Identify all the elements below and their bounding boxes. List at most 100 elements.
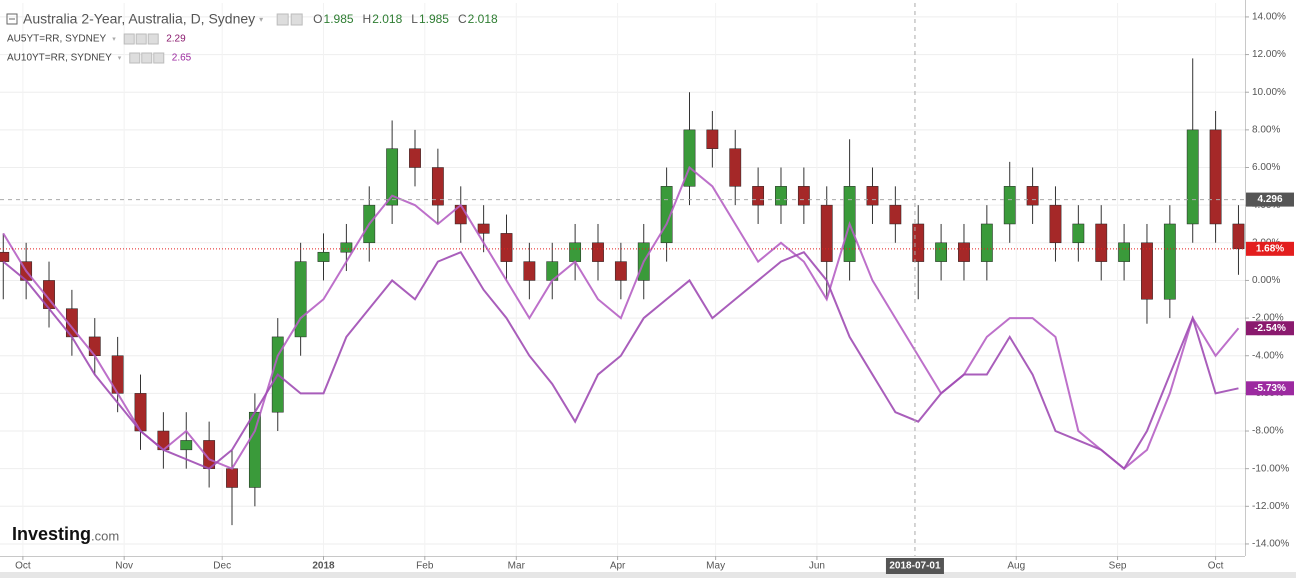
legend-icon[interactable] bbox=[147, 33, 159, 45]
y-tick-label: -4.00% bbox=[1252, 350, 1284, 361]
x-tick-label: Mar bbox=[508, 561, 526, 572]
y-tick-label: 0.00% bbox=[1252, 275, 1280, 286]
candle-body bbox=[592, 242, 604, 262]
x-tick-label: Oct bbox=[15, 561, 31, 572]
dropdown: ▾ bbox=[259, 15, 263, 24]
candle-body bbox=[500, 233, 513, 262]
x-tick-label: Sep bbox=[1109, 561, 1127, 572]
x-tick-label: May bbox=[706, 561, 725, 572]
readout-label: H bbox=[363, 12, 372, 26]
y-tick-label: 10.00% bbox=[1252, 87, 1286, 98]
candle-body bbox=[775, 186, 787, 206]
y-tick-label: -10.00% bbox=[1252, 463, 1289, 474]
candle-body bbox=[752, 186, 765, 206]
series-last-label-box bbox=[1246, 321, 1294, 336]
candle-body bbox=[866, 186, 879, 206]
series-last-label: -2.54% bbox=[1254, 323, 1286, 334]
watermark-brand: Investing bbox=[12, 524, 91, 544]
candle-body bbox=[523, 261, 536, 281]
ohlc-readout: ▾ O 1.985 H 2.018 L 1.985 C 2.018 bbox=[259, 12, 498, 26]
candle-body bbox=[820, 204, 833, 262]
candle-body bbox=[248, 411, 261, 488]
legend-entry[interactable]: AU5YT=RR, SYDNEY bbox=[7, 34, 107, 45]
legend-value: 2.65 bbox=[172, 53, 192, 64]
candle-body bbox=[88, 336, 101, 356]
candle-body bbox=[1232, 223, 1245, 250]
legend-icon[interactable] bbox=[290, 13, 303, 26]
last-value-label: 1.68% bbox=[1256, 243, 1284, 254]
series-line bbox=[2, 165, 1240, 470]
candle-body bbox=[980, 223, 993, 262]
collapse-icon[interactable] bbox=[6, 13, 18, 25]
series-last-label-box bbox=[1246, 381, 1294, 396]
plot bbox=[0, 58, 1245, 526]
legend-value: 2.29 bbox=[166, 34, 186, 45]
candle-body bbox=[1141, 242, 1153, 300]
series-line bbox=[2, 250, 1239, 471]
legend-icon[interactable] bbox=[129, 52, 141, 64]
candle-body bbox=[294, 261, 307, 338]
candle-body bbox=[1118, 242, 1131, 262]
candle-body bbox=[614, 261, 627, 281]
candle-body bbox=[1026, 186, 1039, 206]
legend-entry[interactable]: AU10YT=RR, SYDNEY bbox=[7, 53, 112, 64]
x-tick-label: Oct bbox=[1208, 561, 1224, 572]
grid: 14.00%12.00%10.00%8.00%6.00%4.00%2.00%0.… bbox=[0, 3, 1289, 572]
candle-body bbox=[660, 186, 673, 244]
candle-body bbox=[1072, 223, 1085, 244]
x-tick-label: Nov bbox=[115, 561, 133, 572]
candle-body bbox=[569, 242, 582, 262]
y-tick-label: -14.00% bbox=[1252, 539, 1289, 550]
x-tick-label: Feb bbox=[416, 561, 434, 572]
legend-icon[interactable] bbox=[123, 33, 135, 45]
y-tick-label: -2.00% bbox=[1252, 313, 1284, 324]
x-tick-label: Jun bbox=[809, 561, 825, 572]
candle-body bbox=[317, 251, 330, 262]
watermark-suffix: .com bbox=[91, 528, 119, 543]
candle-body bbox=[706, 129, 719, 149]
legend-icon[interactable] bbox=[135, 33, 147, 45]
candle-body bbox=[1003, 186, 1016, 225]
x-tick-label: Apr bbox=[610, 561, 626, 572]
candle-body bbox=[340, 242, 353, 253]
crosshair-x-label-box bbox=[885, 558, 944, 574]
readout-value: 1.985 bbox=[419, 12, 449, 26]
candle-body bbox=[958, 242, 970, 262]
candle-body bbox=[729, 148, 742, 187]
dropdown: ▾ bbox=[112, 36, 116, 43]
candle-body bbox=[1209, 129, 1222, 225]
legend: Australia 2-Year, Australia, D, Sydney ▾… bbox=[6, 11, 498, 64]
candle-body bbox=[797, 186, 810, 206]
candle-body bbox=[1049, 204, 1062, 244]
candle-body bbox=[935, 242, 948, 262]
readout-label: O bbox=[313, 12, 322, 26]
readout-value: 1.985 bbox=[324, 12, 354, 26]
overlay: 4.296 2018-07-01 1.68% -2.54% -5.73% bbox=[0, 3, 1294, 574]
bottom-strip bbox=[0, 572, 1296, 578]
chart-title: Australia 2-Year, Australia, D, Sydney bbox=[23, 11, 255, 27]
x-tick-label: Aug bbox=[1007, 561, 1025, 572]
readout-value: 2.018 bbox=[372, 12, 402, 26]
legend-icon[interactable] bbox=[276, 13, 289, 26]
candle-body bbox=[477, 223, 490, 234]
candle-body bbox=[912, 223, 925, 262]
candle-body bbox=[1163, 223, 1176, 300]
candle-body bbox=[431, 167, 444, 206]
crosshair-y-label-box bbox=[1246, 192, 1294, 207]
legend-icon[interactable] bbox=[141, 52, 153, 64]
legend-icon[interactable] bbox=[153, 52, 165, 64]
y-tick-label: -8.00% bbox=[1252, 426, 1284, 437]
candle-body bbox=[683, 129, 696, 187]
y-tick-label: -12.00% bbox=[1252, 501, 1289, 512]
y-tick-label: 14.00% bbox=[1252, 12, 1286, 23]
candle-body bbox=[226, 468, 238, 488]
x-tick-label: Dec bbox=[213, 561, 231, 572]
candle-body bbox=[409, 148, 421, 168]
y-tick-label: 6.00% bbox=[1252, 162, 1280, 173]
candle-body bbox=[1186, 129, 1199, 225]
crosshair-x-label: 2018-07-01 bbox=[889, 561, 941, 572]
readout-value: 2.018 bbox=[468, 12, 498, 26]
watermark: Investing .com bbox=[12, 524, 119, 544]
candle-body bbox=[386, 148, 399, 206]
